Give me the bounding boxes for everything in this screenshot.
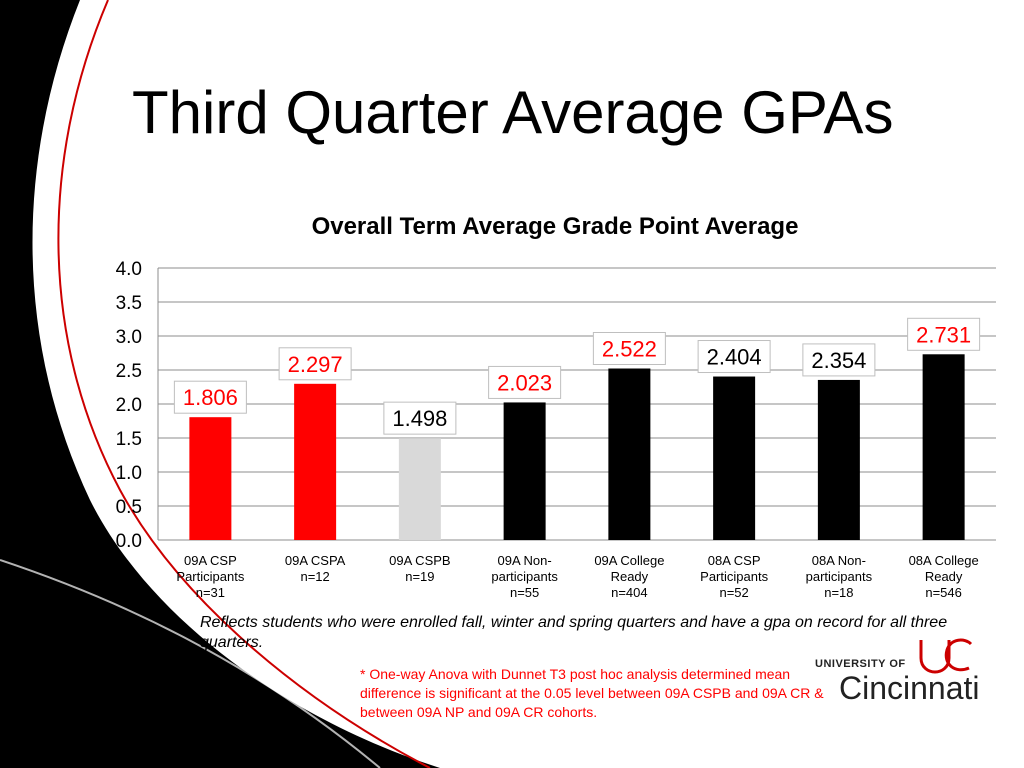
y-tick-label: 3.0 — [116, 327, 142, 348]
x-category-label: n=31 — [196, 585, 225, 600]
slide-title: Third Quarter Average GPAs — [132, 79, 894, 146]
x-category-label: 09A CSP — [184, 553, 237, 568]
bar — [713, 376, 756, 540]
x-category-label: participants — [491, 569, 558, 584]
anova-footnote: * One-way Anova with Dunnet T3 post hoc … — [360, 666, 824, 720]
x-category-label: n=12 — [300, 569, 329, 584]
y-tick-label: 0.5 — [116, 497, 142, 518]
data-label-box — [802, 343, 876, 377]
y-tick-label: 0.0 — [116, 531, 142, 552]
data-label: 1.498 — [392, 406, 447, 431]
data-label-box — [278, 347, 352, 381]
data-label-box — [697, 340, 771, 374]
bar — [294, 383, 337, 540]
y-tick-label: 1.5 — [116, 429, 142, 450]
y-tick-label: 3.5 — [116, 293, 142, 314]
bar — [608, 368, 651, 540]
bar — [398, 438, 441, 540]
logo-university-text: UNIVERSITY OF — [815, 658, 906, 670]
y-tick-label: 2.0 — [116, 395, 142, 416]
uc-logo-mark — [919, 638, 973, 674]
x-category-label: n=19 — [405, 569, 434, 584]
y-tick-label: 4.0 — [116, 259, 142, 280]
x-category-label: n=55 — [510, 585, 539, 600]
university-logo: UNIVERSITY OF Cincinnati — [815, 636, 990, 706]
data-label-box — [173, 380, 247, 414]
bar — [922, 354, 965, 540]
x-category-label: 09A College — [594, 553, 664, 568]
data-label: 2.023 — [497, 370, 552, 395]
chart-title: Overall Term Average Grade Point Average — [312, 213, 799, 240]
data-label: 2.522 — [602, 337, 657, 362]
data-label: 2.404 — [707, 345, 762, 370]
x-category-label: 09A CSPB — [389, 553, 450, 568]
data-label: 2.731 — [916, 322, 971, 347]
x-category-label: n=404 — [611, 585, 648, 600]
bar — [189, 417, 232, 540]
x-category-label: Participants — [176, 569, 244, 584]
data-label-box — [383, 401, 457, 435]
x-category-label: Ready — [611, 569, 649, 584]
x-category-label: 09A CSPA — [285, 553, 346, 568]
y-tick-label: 1.0 — [116, 463, 142, 484]
enrollment-note: Reflects students who were enrolled fall… — [200, 614, 948, 651]
x-category-label: 09A Non- — [498, 553, 552, 568]
data-label-box — [488, 365, 562, 399]
x-category-label: n=52 — [719, 585, 748, 600]
bar-chart: Overall Term Average Grade Point Average… — [116, 213, 996, 600]
x-category-label: 08A Non- — [812, 553, 866, 568]
logo-cincinnati-text: Cincinnati — [839, 670, 980, 706]
data-label-box — [592, 332, 666, 366]
bar — [503, 402, 546, 540]
x-category-label: 08A College — [909, 553, 979, 568]
data-label: 2.297 — [288, 352, 343, 377]
x-category-label: n=546 — [925, 585, 962, 600]
x-category-label: Ready — [925, 569, 963, 584]
x-category-label: Participants — [700, 569, 768, 584]
x-category-label: n=18 — [824, 585, 853, 600]
bar — [817, 379, 860, 540]
x-category-label: 08A CSP — [708, 553, 761, 568]
x-category-label: participants — [806, 569, 873, 584]
data-label: 1.806 — [183, 385, 238, 410]
data-label: 2.354 — [811, 348, 866, 373]
data-label-box — [907, 317, 981, 351]
y-tick-label: 2.5 — [116, 361, 142, 382]
